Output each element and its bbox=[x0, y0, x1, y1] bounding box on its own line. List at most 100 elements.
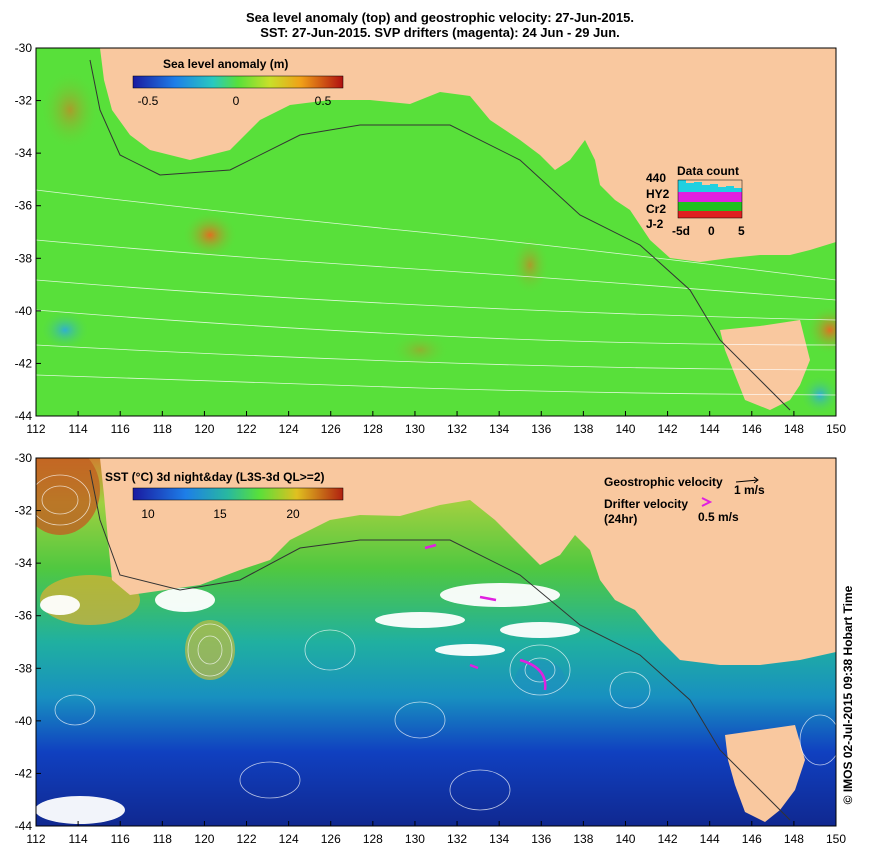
sla-y-tick-label: -36 bbox=[15, 199, 33, 213]
drifter-velocity-arrow-icon bbox=[701, 497, 713, 507]
sst-frame bbox=[35, 457, 837, 827]
drifter-tracks bbox=[424, 543, 547, 691]
sst-colorbar-tick-1: 15 bbox=[213, 507, 227, 521]
sst-cloud-mask bbox=[36, 583, 580, 824]
sla-colorbar bbox=[132, 75, 344, 89]
sst-y-tick-label: -44 bbox=[15, 819, 33, 833]
sla-x-tick-label: 148 bbox=[784, 422, 804, 436]
sla-x-tick-label: 120 bbox=[194, 422, 214, 436]
sla-x-tick-label: 122 bbox=[237, 422, 257, 436]
map-title-line1: Sea level anomaly (top) and geostrophic … bbox=[246, 10, 634, 25]
sst-legend: SST (°C) 3d night&day (L3S-3d QL>=2) 10 … bbox=[105, 470, 344, 521]
sst-x-tick-label: 150 bbox=[826, 832, 846, 846]
sst-legend-title: SST (°C) 3d night&day (L3S-3d QL>=2) bbox=[105, 470, 325, 484]
velocity-legend: Geostrophic velocity 1 m/s Drifter veloc… bbox=[604, 475, 765, 526]
sst-x-tick-label: 140 bbox=[615, 832, 635, 846]
geo-velocity-arrow-icon bbox=[735, 479, 759, 483]
sla-x-tick-label: 138 bbox=[573, 422, 593, 436]
sst-colorbar bbox=[132, 487, 344, 501]
sst-x-tick-label: 136 bbox=[531, 832, 551, 846]
drifter-velocity-sub: (24hr) bbox=[604, 512, 637, 526]
sst-panel bbox=[36, 458, 836, 826]
data-count-bars bbox=[677, 179, 743, 219]
sla-y-tick-label: -34 bbox=[15, 146, 33, 160]
data-count-axis-1: 0 bbox=[708, 224, 715, 238]
sst-x-tick-label: 116 bbox=[111, 832, 130, 846]
sst-x-tick-label: 122 bbox=[237, 832, 257, 846]
sat-label-cr2: Cr2 bbox=[646, 202, 666, 216]
sst-y-tick-label: -42 bbox=[15, 766, 33, 780]
map-title-line2: SST: 27-Jun-2015. SVP drifters (magenta)… bbox=[260, 25, 620, 40]
sst-x-tick-label: 144 bbox=[700, 832, 720, 846]
geo-velocity-label: Geostrophic velocity bbox=[604, 475, 723, 489]
sla-colorbar-tick-0: -0.5 bbox=[138, 94, 159, 108]
data-count-inset: Data count 440 HY2 Cr2 J-2 -5d 0 5 bbox=[646, 164, 745, 238]
sat-label-hy2: HY2 bbox=[646, 187, 670, 201]
sst-x-tick-label: 114 bbox=[69, 832, 88, 846]
sst-x-tick-label: 128 bbox=[363, 832, 383, 846]
data-count-axis-0: -5d bbox=[672, 224, 690, 238]
sst-x-tick-label: 120 bbox=[194, 832, 214, 846]
sla-colorbar-tick-2: 0.5 bbox=[315, 94, 332, 108]
sst-y-tick-label: -36 bbox=[15, 609, 33, 623]
sla-y-tick-label: -38 bbox=[15, 251, 33, 265]
drifter-velocity-scale: 0.5 m/s bbox=[698, 510, 739, 524]
sst-x-tick-label: 146 bbox=[742, 832, 762, 846]
sla-x-tick-label: 116 bbox=[111, 422, 130, 436]
sst-y-tick-label: -32 bbox=[15, 504, 33, 518]
sla-x-tick-label: 124 bbox=[279, 422, 299, 436]
sst-y-tick-label: -34 bbox=[15, 556, 33, 570]
sla-land-tasmania bbox=[720, 320, 810, 410]
sst-x-tick-label: 134 bbox=[489, 832, 509, 846]
sst-colorbar-tick-0: 10 bbox=[141, 507, 155, 521]
sst-x-tick-label: 118 bbox=[153, 832, 172, 846]
sla-x-tick-label: 146 bbox=[742, 422, 762, 436]
sst-land-tasmania bbox=[725, 725, 805, 822]
sst-y-tick-label: -30 bbox=[15, 451, 33, 465]
data-count-axis-2: 5 bbox=[738, 224, 745, 238]
sla-x-tick-label: 114 bbox=[69, 422, 88, 436]
sst-x-tick-label: 142 bbox=[658, 832, 678, 846]
sla-frame bbox=[35, 47, 837, 417]
sla-panel bbox=[36, 48, 836, 416]
data-count-value: 440 bbox=[646, 171, 666, 185]
sla-x-tick-label: 140 bbox=[615, 422, 635, 436]
sst-y-tick-label: -38 bbox=[15, 661, 33, 675]
sla-x-tick-label: 142 bbox=[658, 422, 678, 436]
sla-y-tick-label: -42 bbox=[15, 356, 33, 370]
sla-colorbar-tick-1: 0 bbox=[233, 94, 240, 108]
sla-legend: Sea level anomaly (m) -0.5 0 0.5 bbox=[132, 57, 344, 108]
sst-x-tick-label: 124 bbox=[279, 832, 299, 846]
sla-y-tick-label: -44 bbox=[15, 409, 33, 423]
credit-text: © IMOS 02-Jul-2015 09:38 Hobart Time bbox=[841, 585, 855, 805]
sla-x-tick-label: 128 bbox=[363, 422, 383, 436]
sla-legend-title: Sea level anomaly (m) bbox=[163, 57, 288, 71]
sst-x-tick-label: 138 bbox=[573, 832, 593, 846]
sat-label-j2: J-2 bbox=[646, 217, 664, 231]
credit-sidebar: © IMOS 02-Jul-2015 09:38 Hobart Time bbox=[838, 560, 858, 830]
axes: 112 114 116 118 120 122 124 126 128 130 132 134 136 1… bbox=[15, 41, 847, 846]
drifter-velocity-label: Drifter velocity bbox=[604, 497, 688, 511]
sla-x-tick-label: 126 bbox=[321, 422, 341, 436]
sst-x-tick-label: 126 bbox=[321, 832, 341, 846]
sla-x-tick-label: 130 bbox=[405, 422, 425, 436]
sst-x-tick-label: 148 bbox=[784, 832, 804, 846]
sla-x-tick-label: 132 bbox=[447, 422, 467, 436]
data-count-title: Data count bbox=[677, 164, 739, 178]
sla-x-tick-label: 134 bbox=[489, 422, 509, 436]
sla-y-tick-label: -32 bbox=[15, 94, 33, 108]
sst-land-mainland bbox=[36, 458, 836, 665]
sla-y-tick-label: -40 bbox=[15, 304, 33, 318]
sst-x-tick-label: 132 bbox=[447, 832, 467, 846]
geo-velocity-scale: 1 m/s bbox=[734, 483, 765, 497]
sla-y-tick-label: -30 bbox=[15, 41, 33, 55]
sla-x-tick-label: 144 bbox=[700, 422, 720, 436]
sst-x-tick-label: 130 bbox=[405, 832, 425, 846]
sst-y-tick-label: -40 bbox=[15, 714, 33, 728]
sla-x-tick-label: 136 bbox=[531, 422, 551, 436]
sst-colorbar-tick-2: 20 bbox=[286, 507, 300, 521]
sla-x-tick-label: 112 bbox=[26, 422, 45, 436]
sla-x-tick-label: 118 bbox=[153, 422, 172, 436]
sla-land-mainland bbox=[36, 48, 836, 262]
